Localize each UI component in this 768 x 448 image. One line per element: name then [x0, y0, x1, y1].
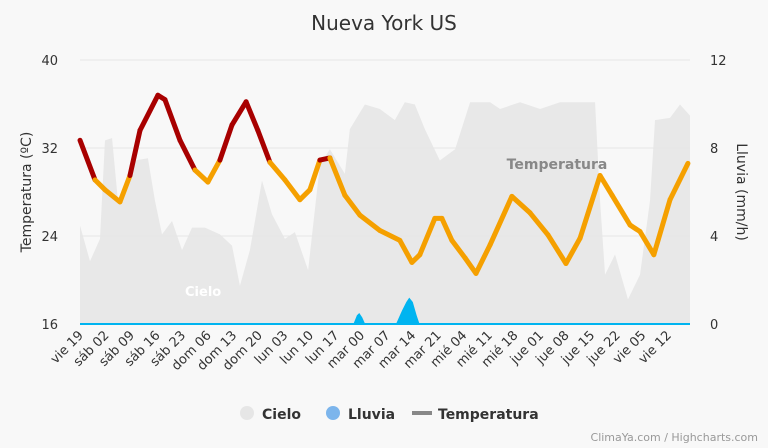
temperatura-segment	[377, 228, 403, 243]
temperatura-segment	[527, 210, 551, 238]
temperatura-segment	[77, 137, 98, 183]
temperatura-segment	[449, 237, 468, 261]
cielo-area	[80, 102, 690, 325]
temperatura-segment	[307, 157, 323, 193]
temperatura-segment	[609, 192, 633, 228]
legend-temperatura-symbol	[412, 411, 432, 415]
temperatura-segment	[137, 92, 161, 133]
temperatura-segment	[509, 193, 533, 216]
temperatura-segment	[473, 242, 493, 276]
legend-item-cielo[interactable]: Cielo	[240, 406, 301, 423]
y-right-tick-label: 4	[710, 230, 718, 245]
temperatura-segment	[192, 167, 211, 185]
temperatura-segment	[597, 173, 615, 198]
cielo-annotation: Cielo	[185, 285, 221, 300]
temperatura-annotation: Temperatura	[507, 157, 608, 173]
temperatura-segment	[127, 127, 143, 178]
y-right-tick-label: 0	[710, 318, 718, 333]
y-left-tick-label: 32	[41, 142, 58, 157]
temperatura-segment	[487, 193, 515, 248]
temperatura-segment	[205, 157, 223, 185]
y-right-tick-label: 8	[710, 142, 718, 157]
temperatura-segment	[217, 122, 235, 163]
temperatura-segment	[229, 99, 249, 128]
temperatura-segment	[327, 155, 348, 198]
temperatura-segment	[357, 212, 383, 233]
temperatura-segment	[637, 229, 657, 258]
chart-title: Nueva York US	[311, 11, 457, 35]
legend-cielo-symbol	[240, 406, 254, 420]
temperatura-segment	[162, 97, 183, 143]
credits-link[interactable]: ClimaYa.com / Highcharts.com	[591, 431, 758, 444]
temperatura-segment	[417, 215, 438, 258]
legend-lluvia-label: Lluvia	[348, 407, 395, 423]
temperatura-segment	[545, 232, 569, 266]
y-axis-left-label: Temperatura (ºC)	[19, 132, 35, 254]
temperatura-segment	[651, 197, 673, 258]
temperatura-segment	[397, 237, 415, 265]
temperatura-segment	[667, 160, 691, 203]
temperatura-segment	[439, 215, 455, 243]
temperatura-segment	[117, 173, 133, 205]
temperatura-segment	[177, 137, 198, 173]
legend-item-lluvia[interactable]: Lluvia	[326, 406, 395, 423]
y-left-tick-label: 40	[41, 54, 58, 69]
temperatura-segment	[282, 177, 303, 203]
y-left-tick-label: 24	[41, 230, 58, 245]
legend-item-temperatura[interactable]: Temperatura	[412, 407, 539, 423]
temperatura-segment	[255, 127, 273, 165]
temperatura-segment	[577, 173, 603, 241]
temperatura-segment	[462, 255, 479, 276]
temperatura-segment	[267, 159, 288, 183]
temperatura-segment	[243, 99, 261, 133]
legend-cielo-label: Cielo	[262, 407, 301, 423]
y-left-tick-label: 16	[41, 318, 58, 333]
legend-lluvia-symbol	[326, 406, 340, 420]
y-axis-right-label: Lluvia (mm/h)	[733, 143, 749, 241]
temperatura-segment	[342, 192, 363, 218]
temperatura-segment	[563, 235, 583, 266]
legend-temperatura-label: Temperatura	[438, 407, 539, 423]
temperatura-segment	[102, 187, 123, 205]
y-right-tick-label: 12	[710, 54, 727, 69]
